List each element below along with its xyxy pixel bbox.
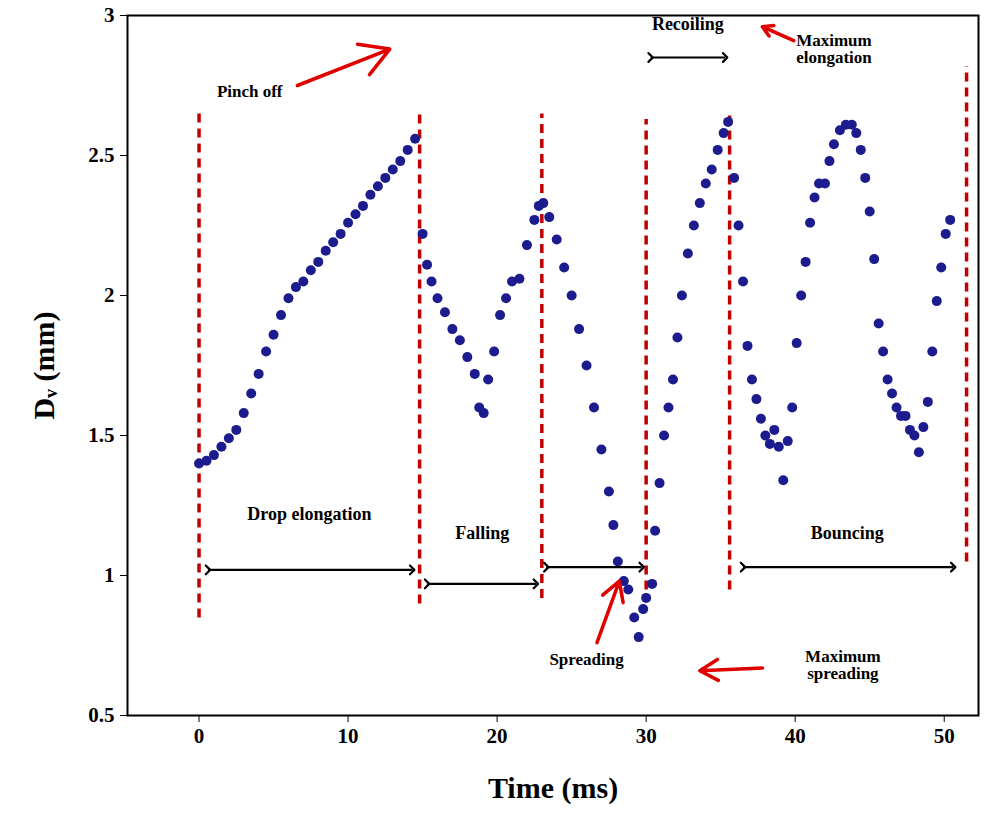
svg-text:Pinch off: Pinch off <box>217 82 283 101</box>
svg-text:1: 1 <box>104 563 115 587</box>
svg-text:Time (ms): Time (ms) <box>488 771 618 805</box>
svg-text:0.5: 0.5 <box>88 703 114 727</box>
svg-text:10: 10 <box>338 724 359 748</box>
svg-text:2: 2 <box>104 283 115 307</box>
svg-text:40: 40 <box>785 724 806 748</box>
svg-text:Drop elongation: Drop elongation <box>247 504 371 524</box>
svg-text:Falling: Falling <box>455 523 509 543</box>
svg-text:0: 0 <box>194 724 205 748</box>
svg-text:1.5: 1.5 <box>88 423 114 447</box>
svg-text:30: 30 <box>636 724 657 748</box>
svg-text:2.5: 2.5 <box>88 143 114 167</box>
svg-text:3: 3 <box>104 3 115 27</box>
svg-text:Bouncing: Bouncing <box>811 523 884 543</box>
svg-text:50: 50 <box>934 724 955 748</box>
svg-text:Maximumelongation: Maximumelongation <box>796 31 872 67</box>
svg-text:Dᵥ (mm): Dᵥ (mm) <box>27 311 61 419</box>
svg-text:Recoiling: Recoiling <box>652 14 724 34</box>
svg-text:20: 20 <box>487 724 508 748</box>
svg-text:Spreading: Spreading <box>549 650 624 669</box>
svg-text:Maximumspreading: Maximumspreading <box>805 647 881 683</box>
